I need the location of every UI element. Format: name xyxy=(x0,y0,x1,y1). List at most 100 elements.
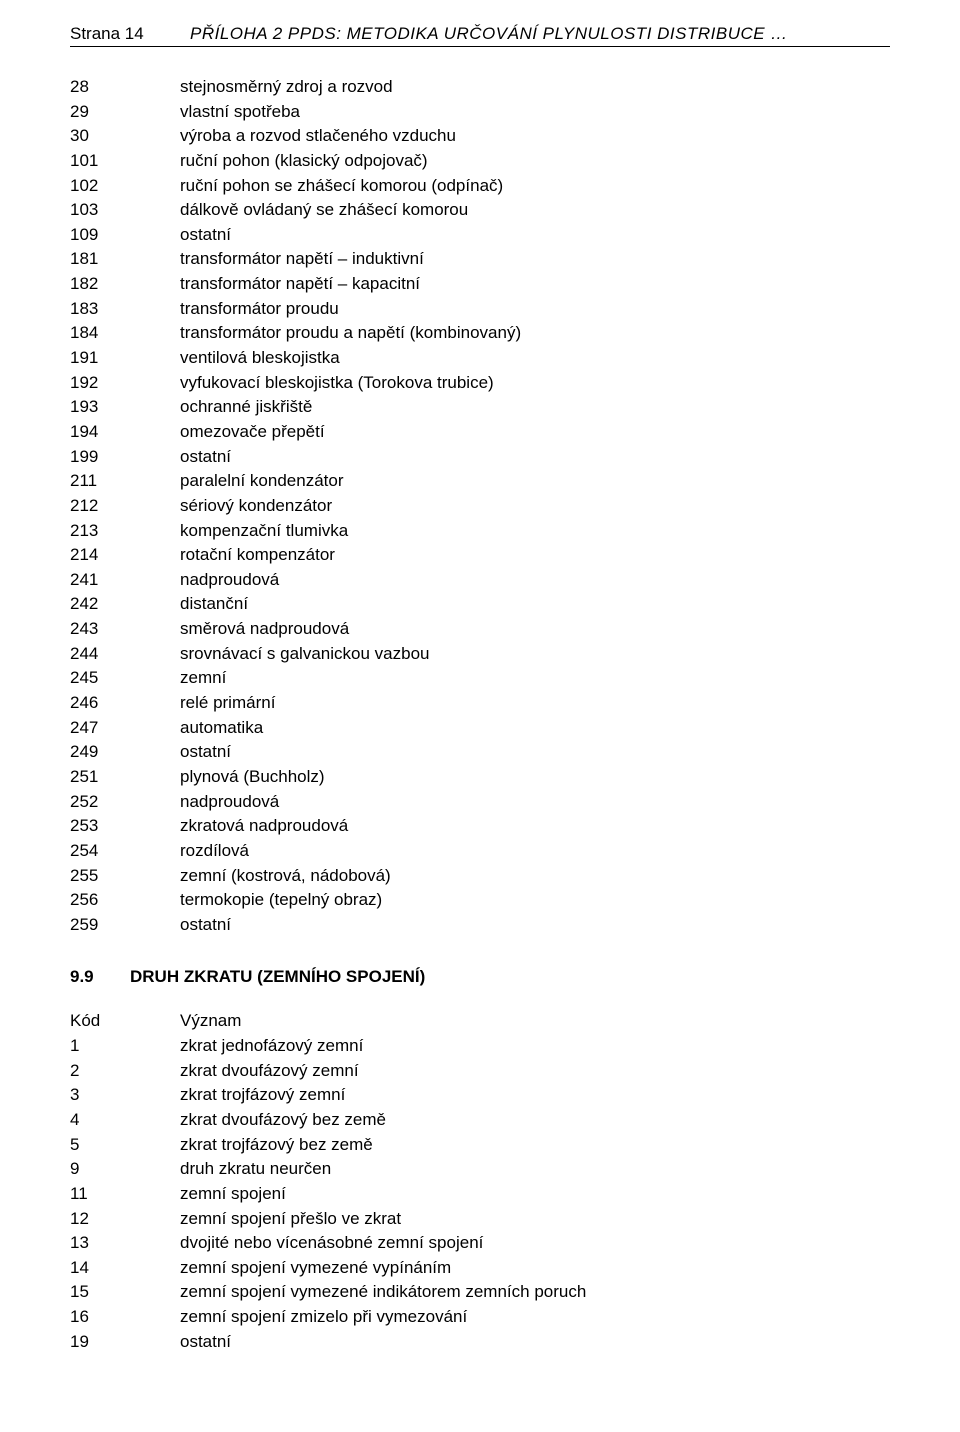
code-row: 9druh zkratu neurčen xyxy=(70,1157,890,1182)
code-row: 213kompenzační tlumivka xyxy=(70,519,890,544)
code-row: 214rotační kompenzátor xyxy=(70,543,890,568)
code-row: 1zkrat jednofázový zemní xyxy=(70,1034,890,1059)
code-row: 249ostatní xyxy=(70,740,890,765)
code-row: 13dvojité nebo vícenásobné zemní spojení xyxy=(70,1231,890,1256)
code-description: automatika xyxy=(180,716,890,741)
code-row: 19ostatní xyxy=(70,1330,890,1355)
code-row: 243směrová nadproudová xyxy=(70,617,890,642)
code-row: 181transformátor napětí – induktivní xyxy=(70,247,890,272)
code-row: 15zemní spojení vymezené indikátorem zem… xyxy=(70,1280,890,1305)
code-value: 192 xyxy=(70,371,180,396)
code-value: 247 xyxy=(70,716,180,741)
code-description: plynová (Buchholz) xyxy=(180,765,890,790)
code-value: 249 xyxy=(70,740,180,765)
code-row: 5zkrat trojfázový bez země xyxy=(70,1133,890,1158)
code-row: 30výroba a rozvod stlačeného vzduchu xyxy=(70,124,890,149)
code-row: 101ruční pohon (klasický odpojovač) xyxy=(70,149,890,174)
code-description: nadproudová xyxy=(180,790,890,815)
code-value: 101 xyxy=(70,149,180,174)
code-list-1: 28stejnosměrný zdroj a rozvod29vlastní s… xyxy=(70,75,890,937)
code-row: 259ostatní xyxy=(70,913,890,938)
code-description: transformátor napětí – kapacitní xyxy=(180,272,890,297)
code-value: 11 xyxy=(70,1182,180,1207)
code-value: 212 xyxy=(70,494,180,519)
section-number: 9.9 xyxy=(70,967,130,987)
code-value: 253 xyxy=(70,814,180,839)
code-row: 255zemní (kostrová, nádobová) xyxy=(70,864,890,889)
code-value: 29 xyxy=(70,100,180,125)
code-description: zemní spojení xyxy=(180,1182,890,1207)
code-value: 2 xyxy=(70,1059,180,1084)
code-value: 103 xyxy=(70,198,180,223)
code-row: 211paralelní kondenzátor xyxy=(70,469,890,494)
code-row: 182transformátor napětí – kapacitní xyxy=(70,272,890,297)
code-value: 213 xyxy=(70,519,180,544)
code-description: nadproudová xyxy=(180,568,890,593)
code-row: 245zemní xyxy=(70,666,890,691)
code-row: 109ostatní xyxy=(70,223,890,248)
code-row: 242distanční xyxy=(70,592,890,617)
code-description: výroba a rozvod stlačeného vzduchu xyxy=(180,124,890,149)
code-value: 191 xyxy=(70,346,180,371)
code-row: 244srovnávací s galvanickou vazbou xyxy=(70,642,890,667)
code-row: 14zemní spojení vymezené vypínáním xyxy=(70,1256,890,1281)
section-title: DRUH ZKRATU (ZEMNÍHO SPOJENÍ) xyxy=(130,967,425,987)
code-description: zkrat dvoufázový bez země xyxy=(180,1108,890,1133)
code-description: zkrat dvoufázový zemní xyxy=(180,1059,890,1084)
code-description: transformátor proudu xyxy=(180,297,890,322)
code-description: rozdílová xyxy=(180,839,890,864)
code-description: srovnávací s galvanickou vazbou xyxy=(180,642,890,667)
code-value: 194 xyxy=(70,420,180,445)
code-value: 254 xyxy=(70,839,180,864)
code-value: 255 xyxy=(70,864,180,889)
code-value: 246 xyxy=(70,691,180,716)
code-description: vlastní spotřeba xyxy=(180,100,890,125)
code-value: 252 xyxy=(70,790,180,815)
code-value: 16 xyxy=(70,1305,180,1330)
code-row: 194omezovače přepětí xyxy=(70,420,890,445)
code-value: 184 xyxy=(70,321,180,346)
code-value: 182 xyxy=(70,272,180,297)
code-description: zemní spojení vymezené indikátorem zemní… xyxy=(180,1280,890,1305)
page-header: Strana 14 PŘÍLOHA 2 PPDS: METODIKA URČOV… xyxy=(70,24,890,47)
code-row: 103dálkově ovládaný se zhášecí komorou xyxy=(70,198,890,223)
code-description: směrová nadproudová xyxy=(180,617,890,642)
code-row: 28stejnosměrný zdroj a rozvod xyxy=(70,75,890,100)
list2-header: Kód Význam xyxy=(70,1009,890,1034)
code-row: 184transformátor proudu a napětí (kombin… xyxy=(70,321,890,346)
code-description: ostatní xyxy=(180,445,890,470)
code-value: 199 xyxy=(70,445,180,470)
code-description: distanční xyxy=(180,592,890,617)
code-row: 254rozdílová xyxy=(70,839,890,864)
code-row: 11zemní spojení xyxy=(70,1182,890,1207)
code-value: 181 xyxy=(70,247,180,272)
code-row: 3zkrat trojfázový zemní xyxy=(70,1083,890,1108)
section-heading: 9.9 DRUH ZKRATU (ZEMNÍHO SPOJENÍ) xyxy=(70,967,890,987)
code-row: 4zkrat dvoufázový bez země xyxy=(70,1108,890,1133)
code-description: zemní (kostrová, nádobová) xyxy=(180,864,890,889)
code-value: 9 xyxy=(70,1157,180,1182)
code-row: 252nadproudová xyxy=(70,790,890,815)
code-description: transformátor napětí – induktivní xyxy=(180,247,890,272)
code-description: relé primární xyxy=(180,691,890,716)
code-description: transformátor proudu a napětí (kombinova… xyxy=(180,321,890,346)
page-number-label: Strana 14 xyxy=(70,24,190,44)
code-description: kompenzační tlumivka xyxy=(180,519,890,544)
code-value: 193 xyxy=(70,395,180,420)
code-value: 241 xyxy=(70,568,180,593)
code-description: paralelní kondenzátor xyxy=(180,469,890,494)
code-description: rotační kompenzátor xyxy=(180,543,890,568)
code-description: zkrat trojfázový bez země xyxy=(180,1133,890,1158)
code-row: 102ruční pohon se zhášecí komorou (odpín… xyxy=(70,174,890,199)
code-row: 251plynová (Buchholz) xyxy=(70,765,890,790)
code-list-2: 1zkrat jednofázový zemní2zkrat dvoufázov… xyxy=(70,1034,890,1354)
code-value: 243 xyxy=(70,617,180,642)
code-description: zkratová nadproudová xyxy=(180,814,890,839)
code-row: 241nadproudová xyxy=(70,568,890,593)
code-description: zemní spojení vymezené vypínáním xyxy=(180,1256,890,1281)
code-description: zkrat jednofázový zemní xyxy=(180,1034,890,1059)
code-description: vyfukovací bleskojistka (Torokova trubic… xyxy=(180,371,890,396)
code-row: 29vlastní spotřeba xyxy=(70,100,890,125)
code-description: ruční pohon se zhášecí komorou (odpínač) xyxy=(180,174,890,199)
code-value: 102 xyxy=(70,174,180,199)
